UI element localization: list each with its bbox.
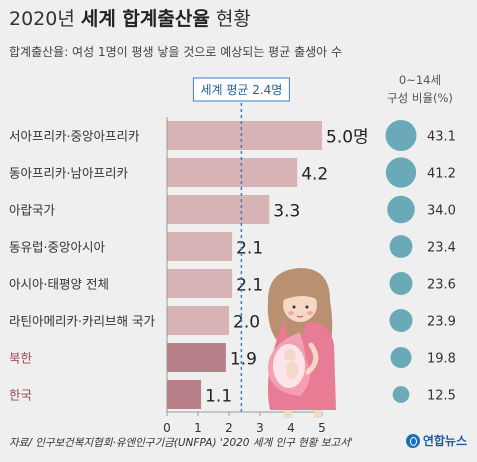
pregnant-woman-illustration (267, 268, 336, 418)
right-header-line1: 0~14세 (399, 73, 441, 87)
logo-text: 연합뉴스 (422, 434, 467, 448)
category-label: 아랍국가 (9, 203, 56, 218)
x-tick-label: 0 (163, 421, 171, 435)
average-label: 세계 평균 2.4명 (200, 83, 282, 97)
logo-icon (405, 433, 420, 448)
share-label: 23.6 (427, 278, 456, 293)
category-label: 동유럽·중앙아시아 (9, 240, 105, 255)
bar (167, 195, 270, 224)
category-label: 아시아·태평양 전체 (9, 277, 109, 292)
category-label: 동아프리카·남아프리카 (9, 166, 128, 181)
share-label: 43.1 (427, 130, 456, 145)
share-circle (389, 235, 413, 258)
bar (167, 306, 229, 335)
source-note: 자료/ 인구보건복지협회·유엔인구기금(UNFPA) '2020 세계 인구 현… (9, 437, 353, 449)
subtitle: 합계출산율: 여성 1명이 평생 낳을 것으로 예상되는 평균 출생아 수 (9, 45, 342, 59)
value-label: 2.1 (236, 276, 263, 296)
bar (167, 343, 226, 372)
share-circle (390, 346, 412, 369)
share-circle (387, 195, 415, 224)
category-label: 한국 (9, 388, 32, 403)
chart-title: 2020년 세계 합계출산율 현황 (9, 8, 251, 30)
bar (167, 380, 202, 409)
share-circle (385, 120, 417, 151)
category-label: 라틴아메리카·카리브해 국가 (9, 314, 155, 329)
x-tick-label: 3 (256, 421, 264, 435)
value-label: 2.0 (233, 313, 260, 333)
bar (167, 158, 298, 187)
bar (167, 269, 233, 298)
share-circle (385, 157, 417, 188)
share-circle (389, 308, 413, 333)
bar (167, 232, 233, 261)
x-tick-label: 4 (287, 421, 295, 435)
category-label: 서아프리카·중앙아프리카 (9, 129, 140, 144)
average-callout: 세계 평균 2.4명 (192, 77, 290, 102)
right-header-line2: 구성 비율(%) (387, 91, 453, 105)
value-label: 2.1 (236, 239, 263, 259)
share-circle (389, 272, 413, 295)
share-label: 12.5 (427, 389, 456, 404)
x-tick-label: 1 (194, 421, 202, 435)
share-label: 19.8 (427, 352, 456, 367)
x-tick-label: 2 (225, 421, 233, 435)
value-label: 1.9 (230, 350, 257, 370)
share-circle (392, 386, 410, 403)
value-label: 1.1 (205, 387, 232, 407)
share-label: 41.2 (427, 167, 456, 182)
share-label: 23.9 (427, 315, 456, 330)
title-main: 세계 합계출산율 (81, 8, 210, 30)
average-label-box (192, 77, 290, 102)
title-tail: 현황 (216, 8, 251, 30)
value-label: 4.2 (301, 165, 328, 185)
value-label: 3.3 (273, 202, 300, 222)
x-tick-label: 5 (318, 421, 326, 435)
share-label: 23.4 (427, 241, 456, 256)
value-label: 5.0명 (326, 128, 369, 148)
category-label: 북한 (9, 351, 33, 366)
bar (167, 121, 322, 150)
share-label: 34.0 (427, 204, 456, 219)
chart-rows: 서아프리카·중앙아프리카 5.0명 43.1 동아프리카·남아프리카 4.2 41.2 아랍… (9, 120, 456, 409)
publisher-logo: 연합뉴스 (405, 432, 467, 449)
title-year: 2020년 (9, 8, 75, 30)
